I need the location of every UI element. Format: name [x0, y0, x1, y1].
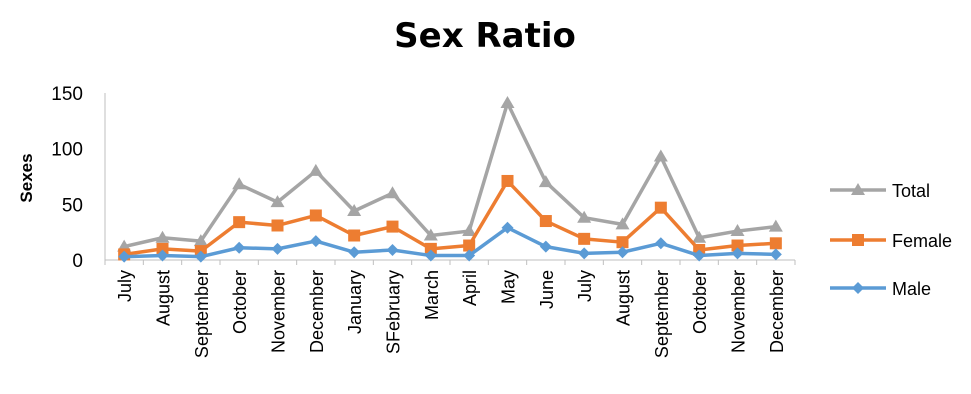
x-tick-label: August: [154, 270, 174, 326]
series-male: [118, 221, 782, 263]
x-tick-label: July: [575, 270, 595, 302]
data-point-female: [386, 220, 399, 233]
y-tick-label: 50: [62, 195, 83, 216]
data-point-female: [578, 232, 591, 245]
data-point-male: [309, 235, 322, 248]
data-point-female: [424, 242, 437, 255]
data-point-female: [233, 216, 246, 229]
data-point-female: [769, 237, 782, 250]
data-point-total: [653, 149, 668, 162]
x-tick-label: December: [767, 270, 787, 353]
x-tick-label: SFebruary: [384, 270, 404, 354]
chart-title: Sex Ratio: [394, 16, 576, 56]
y-tick-labels: 0 50 100 150: [51, 84, 83, 272]
data-point-total: [538, 175, 553, 188]
data-point-total: [385, 186, 400, 199]
series-group: [117, 96, 783, 263]
data-point-female: [539, 215, 552, 228]
y-tick-label: 100: [51, 140, 83, 161]
data-point-female: [271, 219, 284, 232]
data-point-total: [270, 195, 285, 208]
legend-item-total: Total: [830, 181, 930, 201]
legend-label-female: Female: [892, 231, 952, 251]
legend-marker-total: [851, 183, 865, 195]
data-point-male: [118, 250, 131, 263]
data-point-male: [156, 249, 169, 262]
data-point-total: [500, 96, 515, 109]
data-point-total: [155, 230, 170, 243]
data-point-male: [348, 246, 361, 259]
data-point-male: [769, 248, 782, 261]
data-point-female: [309, 209, 322, 222]
data-point-male: [654, 237, 667, 250]
y-axis-label: Sexes: [17, 153, 36, 202]
data-point-total: [577, 210, 592, 223]
data-point-total: [692, 230, 707, 243]
data-point-total: [462, 224, 477, 237]
data-point-total: [768, 219, 783, 232]
y-tick-label: 0: [72, 251, 83, 272]
x-tick-label: May: [499, 270, 519, 304]
series-line-female: [123, 179, 776, 257]
axes: [104, 93, 796, 265]
data-point-female: [616, 236, 629, 249]
data-point-female: [463, 239, 476, 252]
data-point-male: [386, 243, 399, 256]
legend-label-total: Total: [892, 181, 930, 201]
x-tick-label: June: [537, 270, 557, 309]
data-point-female: [501, 174, 514, 187]
x-tick-labels: July August September October November Decemb…: [115, 270, 787, 358]
x-tick-label: November: [729, 270, 749, 353]
data-point-male: [271, 242, 284, 255]
series-line-total: [123, 101, 777, 249]
data-point-female: [348, 229, 361, 242]
data-point-male: [539, 240, 552, 253]
legend-marker-male: [852, 282, 864, 294]
data-point-male: [233, 241, 246, 254]
data-point-total: [423, 228, 438, 241]
data-point-male: [194, 250, 207, 263]
legend-item-female: Female: [830, 231, 952, 251]
data-point-total: [347, 204, 362, 217]
data-point-male: [463, 249, 476, 262]
x-tick-label: August: [614, 270, 634, 326]
x-tick-label: October: [690, 270, 710, 334]
x-tick-label: March: [422, 270, 442, 320]
data-point-male: [424, 249, 437, 262]
legend-label-male: Male: [892, 279, 931, 299]
data-point-female: [156, 242, 169, 255]
data-point-male: [578, 247, 591, 260]
x-tick-label: September: [192, 270, 212, 358]
series-total: [117, 96, 783, 252]
legend-marker-female: [852, 234, 864, 246]
data-point-male: [501, 221, 514, 234]
data-point-total: [308, 163, 323, 176]
data-point-total: [193, 234, 208, 247]
legend-item-male: Male: [830, 279, 931, 299]
x-tick-label: October: [230, 270, 250, 334]
data-point-male: [731, 247, 744, 260]
x-tick-label: April: [460, 270, 480, 306]
series-line-male: [124, 225, 776, 259]
data-point-total: [232, 177, 247, 190]
y-tick-label: 150: [51, 84, 83, 105]
series-female: [118, 174, 782, 261]
x-tick-label: September: [652, 270, 672, 358]
data-point-total: [615, 217, 630, 230]
x-tick-label: December: [307, 270, 327, 353]
x-tick-label: January: [345, 270, 365, 334]
data-point-male: [616, 246, 629, 259]
data-point-male: [693, 249, 706, 262]
data-point-female: [731, 239, 744, 252]
x-tick-label: July: [115, 270, 135, 302]
legend: Total Female Male: [830, 181, 952, 299]
data-point-total: [730, 224, 745, 237]
x-tick-label: November: [269, 270, 289, 353]
data-point-female: [654, 201, 667, 214]
